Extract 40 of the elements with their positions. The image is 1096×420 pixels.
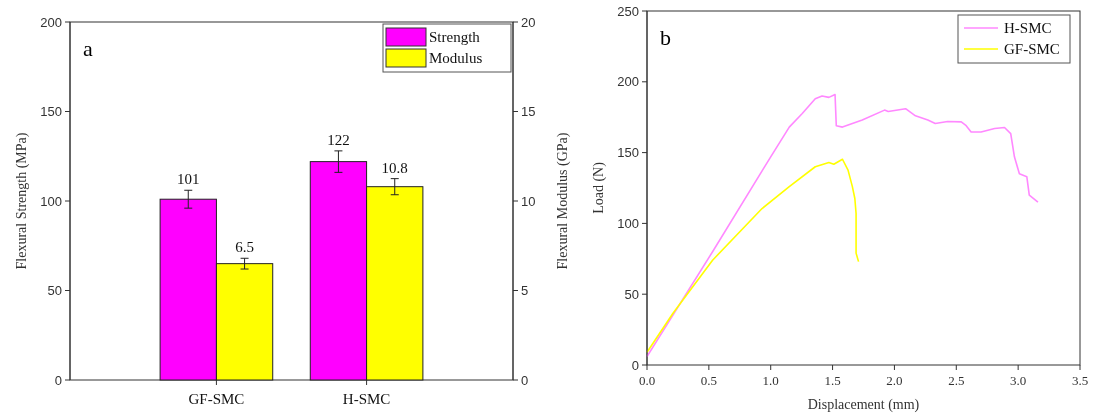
- x-tick-label: 3.5: [1071, 373, 1089, 388]
- y-tick-label: 150: [617, 145, 639, 161]
- y2-axis-title: Flexural Modulus (GPa): [554, 132, 571, 270]
- y2-tick-label: 10: [521, 193, 536, 209]
- y2-tick-label: 20: [521, 14, 536, 30]
- y-tick-label: 200: [617, 74, 639, 90]
- x-tick-label: 0.0: [638, 373, 656, 388]
- x-tick-label: 1.0: [762, 373, 779, 388]
- legend-label: Modulus: [429, 50, 483, 67]
- data-label: 122: [327, 131, 350, 148]
- legend-label: GF-SMC: [1004, 41, 1060, 58]
- legend-label: H-SMC: [1004, 20, 1052, 37]
- x-axis-title: Displacement (mm): [807, 397, 920, 413]
- y-tick-label: 50: [47, 283, 62, 299]
- y-axis-title: Flexural Strength (MPa): [14, 132, 30, 270]
- y2-tick-label: 5: [521, 283, 529, 299]
- y2-tick-label: 0: [521, 372, 529, 388]
- y-tick-label: 0: [54, 372, 62, 388]
- y-tick-label: 150: [40, 104, 62, 120]
- x-tick-label: 2.0: [886, 373, 903, 388]
- x-tick-label: 0.5: [700, 373, 717, 388]
- y2-tick-label: 15: [521, 104, 536, 120]
- line-series: [646, 93, 1039, 358]
- x-tick-label: 1.5: [824, 373, 841, 388]
- y-axis-title: Load (N): [591, 161, 607, 214]
- line-series: [646, 158, 860, 354]
- data-label: 10.8: [381, 159, 408, 176]
- data-label: 101: [177, 171, 200, 188]
- y-tick-label: 0: [631, 357, 639, 373]
- legend-label: Strength: [429, 29, 481, 46]
- y-tick-label: 100: [40, 193, 62, 209]
- annotation: a: [83, 36, 93, 61]
- data-label: 6.5: [235, 239, 254, 256]
- x-tick-label: 3.0: [1010, 373, 1027, 388]
- annotation: b: [660, 25, 671, 50]
- y-tick-label: 50: [624, 286, 639, 302]
- y-tick-label: 200: [40, 14, 62, 30]
- y-tick-label: 250: [617, 3, 639, 19]
- y-tick-label: 100: [617, 215, 639, 231]
- x-tick-label: 2.5: [948, 373, 965, 388]
